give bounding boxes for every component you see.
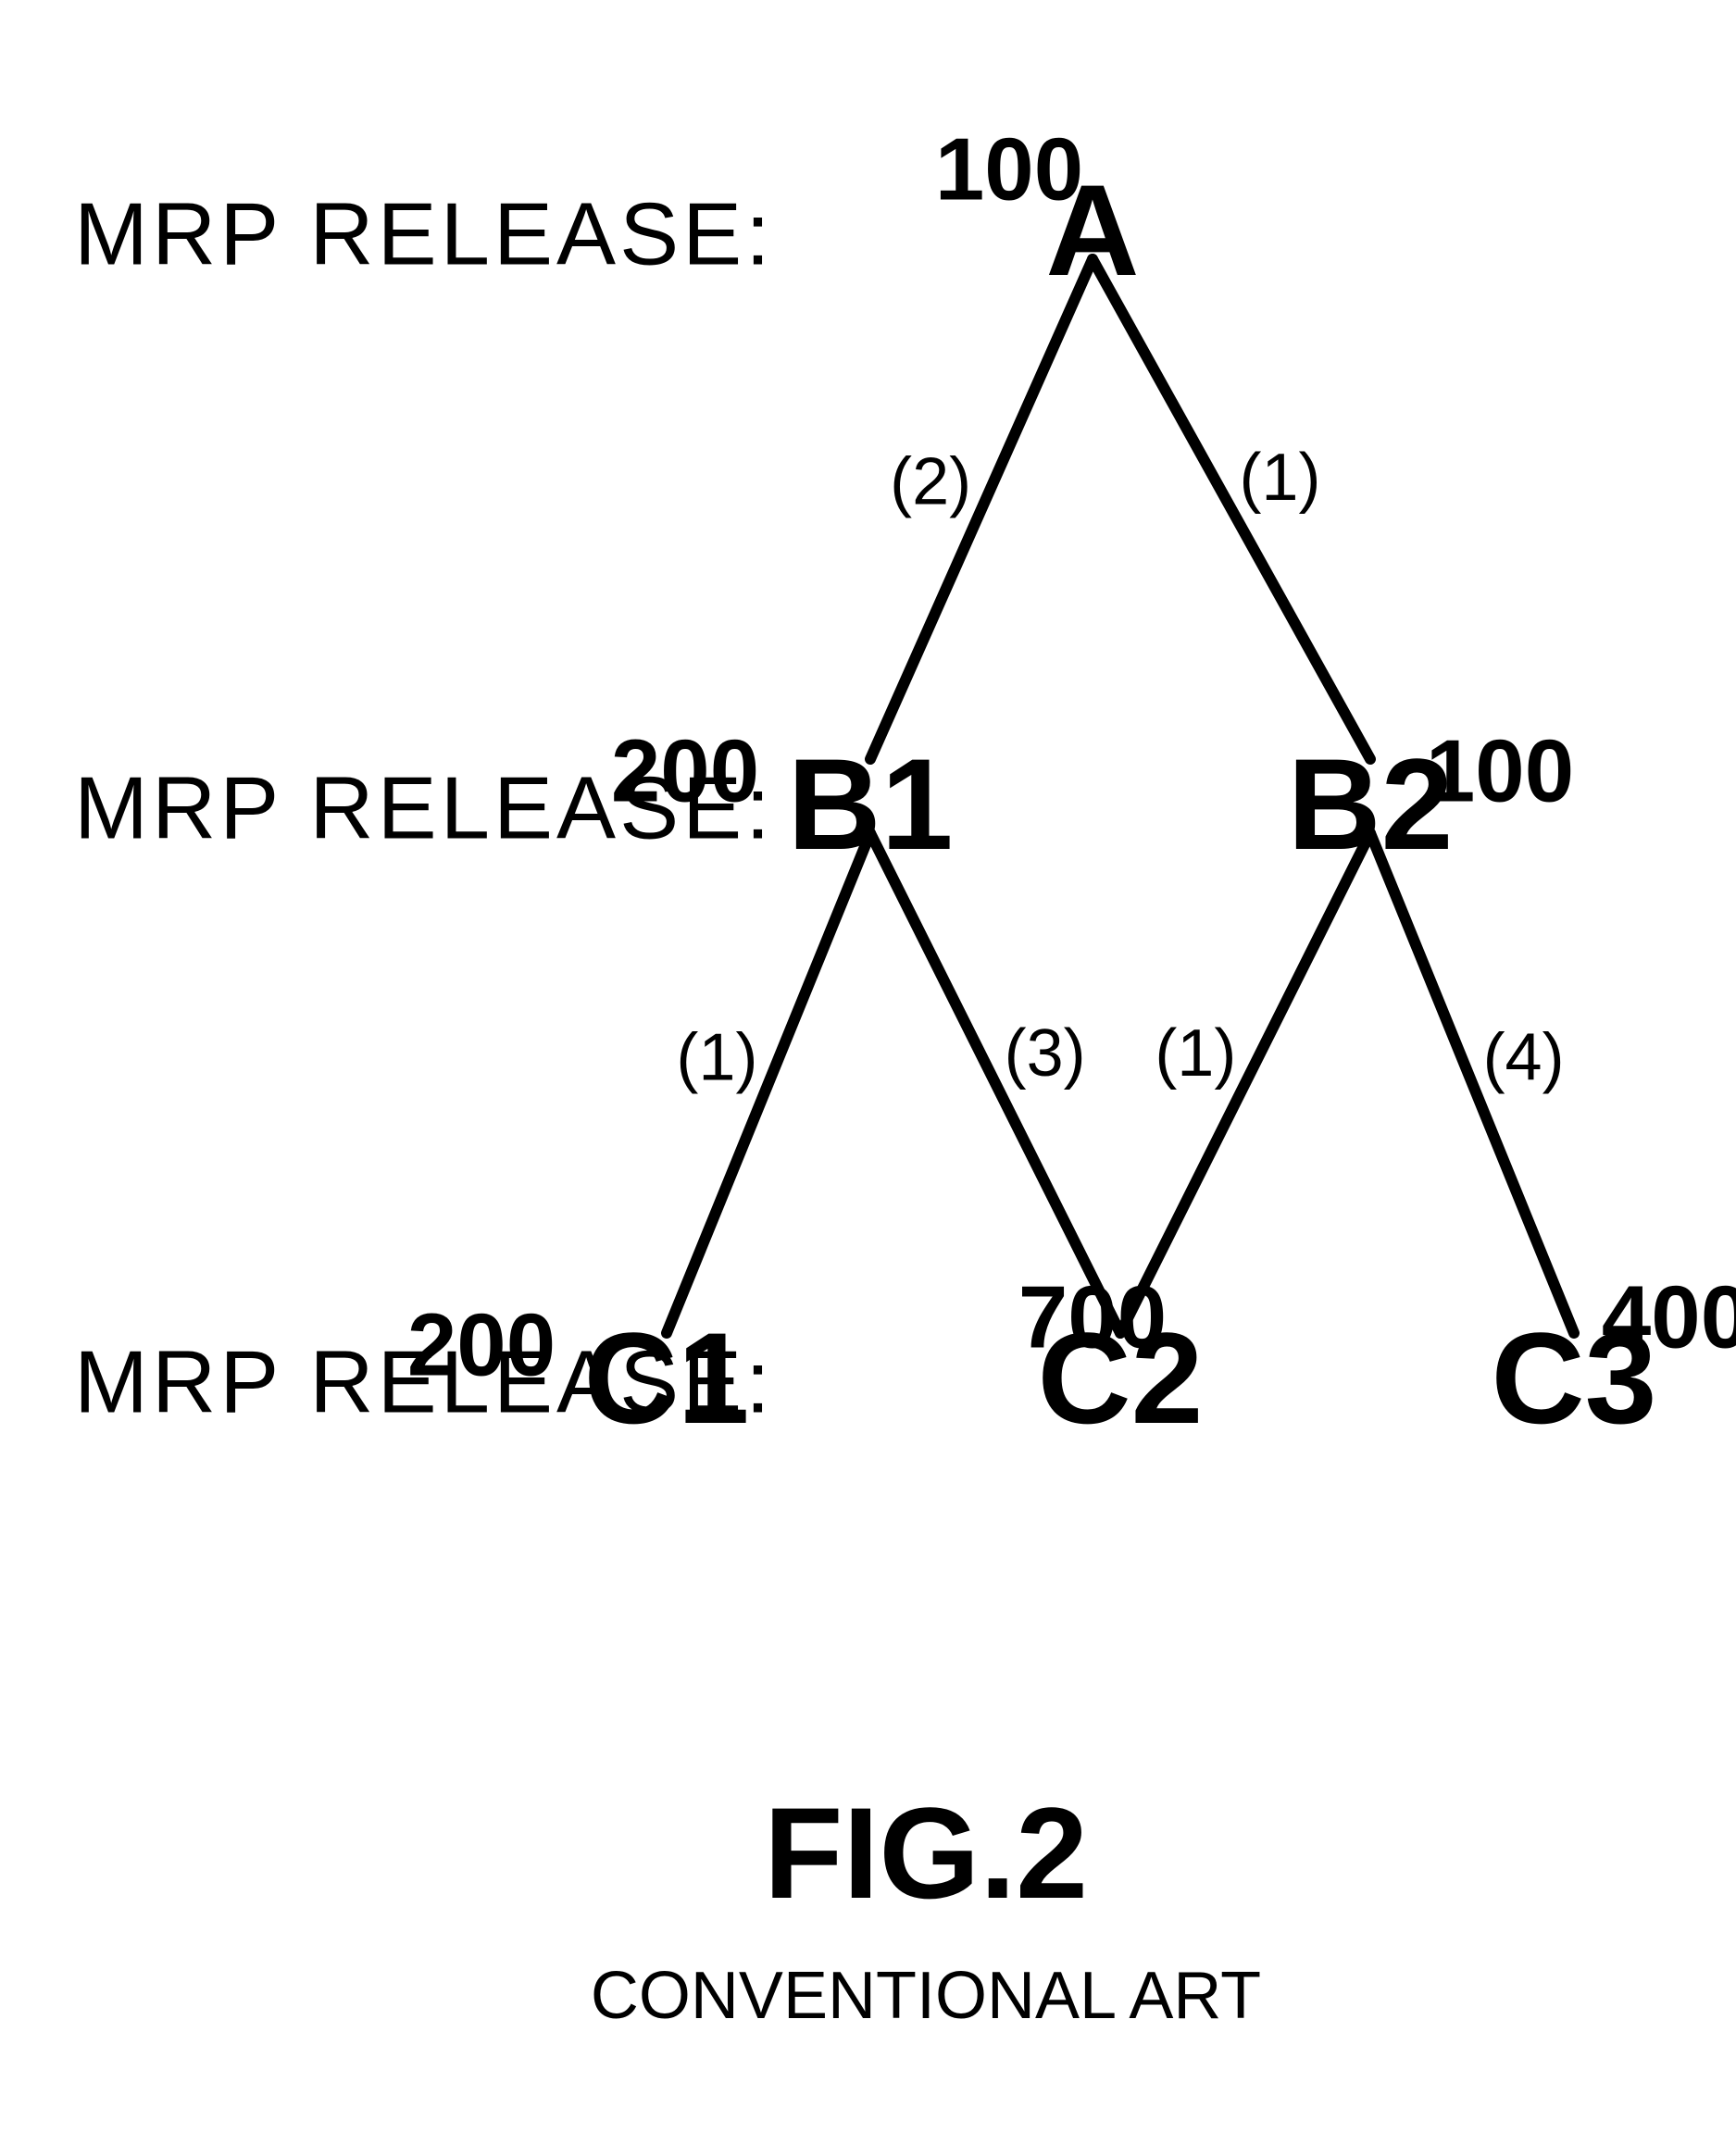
row-label-0: MRP RELEASE:: [74, 184, 774, 283]
node-qty-C3: 400: [1602, 1267, 1736, 1366]
node-C1: C1: [584, 1305, 750, 1451]
node-qty-A: 100: [935, 119, 1083, 218]
node-qty-B1: 200: [611, 721, 759, 820]
edge-label-B1-C1: (1): [676, 1020, 757, 1094]
edge-label-B1-C2: (3): [1005, 1016, 1086, 1091]
edge-label-B2-C3: (4): [1483, 1020, 1565, 1094]
edge-A-B2: [1093, 259, 1370, 759]
figure-caption: FIG.2: [764, 1780, 1088, 1926]
edge-label-A-B1: (2): [890, 445, 971, 519]
node-qty-C2: 700: [1018, 1267, 1167, 1366]
node-qty-C1: 200: [407, 1295, 556, 1394]
figure-subcaption: CONVENTIONAL ART: [591, 1959, 1261, 2033]
edge-label-B2-C2: (1): [1155, 1016, 1236, 1091]
diagram-canvas: (2)(1)(1)(3)(1)(4)MRP RELEASE:MRP RELEAS…: [0, 0, 1736, 2144]
edge-label-A-B2: (1): [1239, 441, 1320, 515]
node-qty-B2: 100: [1426, 721, 1574, 820]
node-B1: B1: [788, 731, 954, 877]
